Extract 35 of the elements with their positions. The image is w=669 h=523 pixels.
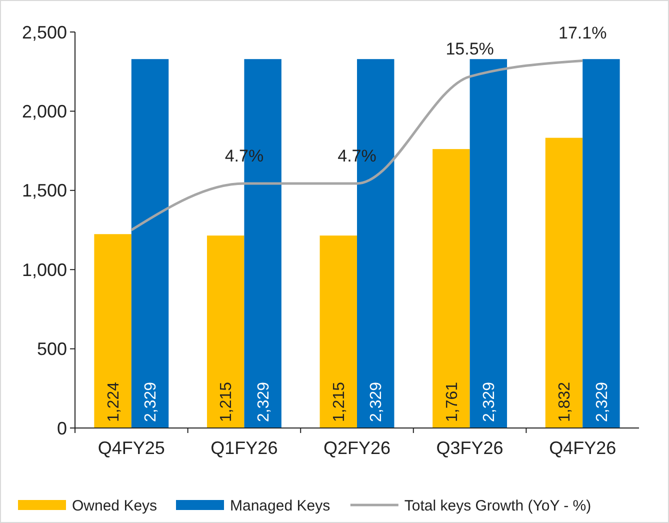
bar	[320, 236, 357, 428]
bar	[206, 236, 244, 428]
bar	[470, 59, 508, 428]
data-label: 15.5%	[446, 40, 494, 59]
y-tick-label: 2,000	[22, 102, 67, 122]
data-label: 17.1%	[558, 24, 607, 43]
x-tick-label: Q4FY26	[549, 438, 616, 458]
data-label: 1,761	[444, 382, 461, 422]
y-tick-label: 0	[56, 418, 67, 438]
bar	[94, 234, 132, 428]
bar	[545, 138, 583, 428]
data-label: 1,215	[330, 382, 348, 422]
x-tick-label: Q1FY26	[210, 438, 278, 458]
data-label: 1,832	[556, 382, 574, 422]
y-tick-label: 1,500	[22, 180, 67, 201]
data-label: 2,329	[368, 382, 386, 422]
x-tick-label: Q4FY25	[98, 438, 165, 458]
legend-label: Owned Keys	[72, 497, 158, 514]
data-label: 2,329	[594, 382, 611, 422]
y-tick-label: 2,500	[22, 22, 67, 42]
x-tick-label: Q3FY26	[436, 438, 504, 458]
data-label: 1,215	[218, 382, 236, 422]
data-label: 2,329	[255, 382, 272, 422]
legend-label: Total keys Growth (YoY - %)	[404, 497, 592, 514]
bar	[432, 149, 470, 428]
data-label: 2,329	[142, 382, 160, 422]
x-tick-label: Q2FY26	[323, 438, 391, 458]
data-label: 4.7%	[338, 146, 376, 166]
bar	[131, 59, 169, 428]
data-label: 1,224	[105, 382, 122, 422]
bar	[582, 59, 620, 428]
y-tick-label: 1,000	[22, 260, 67, 280]
data-label: 2,329	[481, 382, 498, 422]
legend-label: Managed Keys	[230, 497, 330, 514]
y-tick-label: 500	[36, 339, 67, 360]
